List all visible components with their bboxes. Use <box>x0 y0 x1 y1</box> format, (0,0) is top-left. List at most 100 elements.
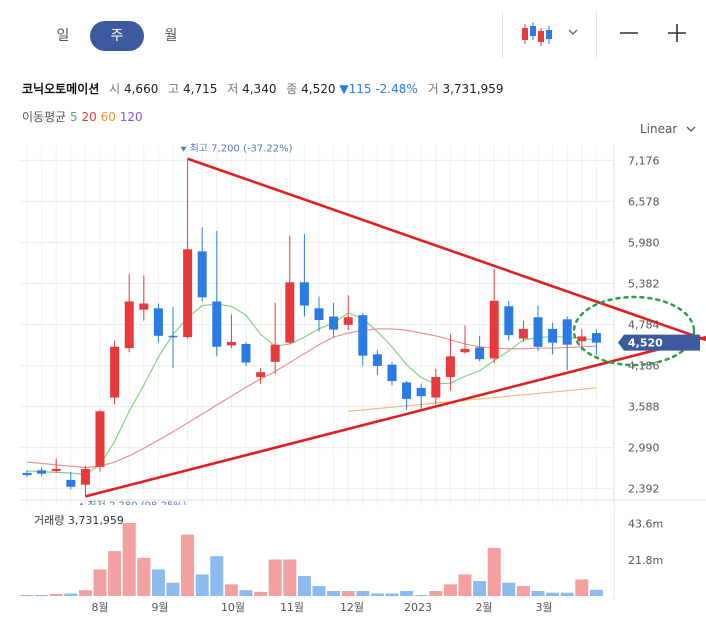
volume-bar <box>546 592 560 596</box>
tab-daily[interactable]: 일 <box>56 28 70 44</box>
volume-tick-label: 43.6m <box>628 518 663 531</box>
candle-body <box>285 282 295 343</box>
high-annotation: 최고 7,200 (-37.22%) <box>190 143 293 155</box>
candle-body <box>168 335 178 338</box>
candle <box>533 305 543 351</box>
volume-bar <box>239 590 253 596</box>
chevron-down-icon <box>568 29 578 35</box>
volume-bar <box>93 569 107 596</box>
volume-bar <box>400 591 414 596</box>
candle <box>460 325 470 354</box>
annotations: 최고 7,200 (-37.22%)최저 2,280 (98.25%)4,520 <box>78 143 700 511</box>
volume-bar <box>327 591 341 596</box>
candle-body <box>153 308 163 336</box>
volume-bar <box>297 576 311 596</box>
candle <box>445 334 455 391</box>
scale-mode-label: Linear <box>640 122 678 136</box>
candle-body <box>212 301 222 347</box>
volume-bar <box>575 579 589 596</box>
candlestick-icon <box>522 22 578 46</box>
candle-body <box>372 354 382 366</box>
volume-bar <box>473 581 487 596</box>
x-axis: 8월 9월 10월 11월 12월 2023 2월 3월 <box>91 601 552 614</box>
zoom-out-button[interactable] <box>616 20 642 46</box>
high-value: 4,715 <box>183 82 218 96</box>
y-tick-label: 4,186 <box>628 360 660 373</box>
volume-bar <box>35 595 49 596</box>
x-tick-label: 2023 <box>404 601 432 614</box>
candle <box>343 295 353 331</box>
current-price-label: 4,520 <box>628 337 663 350</box>
candle-body <box>183 249 193 338</box>
candle-body <box>197 251 207 298</box>
open-label: 시 <box>109 82 121 96</box>
candle-body <box>299 282 309 306</box>
tab-weekly[interactable]: 주 <box>90 21 144 51</box>
volume-bar <box>151 569 165 596</box>
volume-bar <box>268 559 282 596</box>
tab-monthly[interactable]: 월 <box>164 28 178 44</box>
y-tick-label: 3,588 <box>628 401 660 414</box>
volume-bar <box>502 582 516 596</box>
candle <box>591 329 601 355</box>
volume-bar <box>560 592 574 596</box>
volume-bar <box>49 594 63 596</box>
y-tick-label: 7,176 <box>628 154 660 167</box>
candle-body <box>343 317 353 325</box>
trend-lines <box>85 157 706 498</box>
candle-body <box>577 336 587 342</box>
volume-bar <box>429 591 443 596</box>
scale-mode-dropdown[interactable]: Linear <box>640 122 696 136</box>
candle-body <box>95 411 105 467</box>
candle-body <box>402 382 412 399</box>
low-value: 4,340 <box>242 82 277 96</box>
x-tick-label: 3월 <box>535 601 552 614</box>
change-value: ▼115 -2.48% <box>339 82 418 96</box>
candle <box>66 471 76 490</box>
high-label: 고 <box>168 82 180 96</box>
zoom-in-button[interactable] <box>664 20 690 46</box>
candle <box>548 322 558 355</box>
volume-bar <box>224 584 238 596</box>
current-price-tag <box>618 334 700 351</box>
volume-chart: 43.6m 21.8m 거래량 3,731,959 <box>20 499 706 596</box>
volume-bar <box>181 534 195 596</box>
candle <box>168 306 178 369</box>
highlight-ellipse <box>572 295 696 367</box>
y-tick-label: 5,382 <box>628 277 660 290</box>
candle <box>329 302 339 338</box>
candle <box>504 300 514 341</box>
candle <box>489 269 499 364</box>
candle-body <box>37 470 47 474</box>
chart-type-button[interactable] <box>516 18 586 52</box>
candle-body <box>329 316 339 330</box>
x-tick-label: 12월 <box>340 601 364 614</box>
candle <box>431 368 441 405</box>
close-label: 종 <box>286 82 298 96</box>
candle <box>314 296 324 332</box>
candle <box>226 314 236 349</box>
volume-bar <box>312 586 326 596</box>
volume-bar <box>589 589 603 596</box>
candle <box>124 274 134 353</box>
candle <box>270 302 280 375</box>
ma20-line <box>26 328 597 469</box>
candle <box>299 234 309 317</box>
toolbar-divider <box>502 12 503 58</box>
minus-icon <box>620 32 638 34</box>
toolbar-divider <box>596 12 597 58</box>
y-tick-label: 6,578 <box>628 195 660 208</box>
candle <box>37 467 47 476</box>
candle <box>80 466 90 497</box>
candle-body <box>124 301 134 349</box>
moving-average-lines <box>26 303 597 475</box>
candles <box>22 158 601 497</box>
candle <box>22 470 32 478</box>
chevron-down-icon <box>686 126 696 132</box>
ma-20: 20 <box>81 110 97 124</box>
ma-5: 5 <box>70 110 78 124</box>
volume-label: 거래량 3,731,959 <box>34 514 124 527</box>
candle-body <box>139 303 149 310</box>
candle-body <box>270 344 280 362</box>
